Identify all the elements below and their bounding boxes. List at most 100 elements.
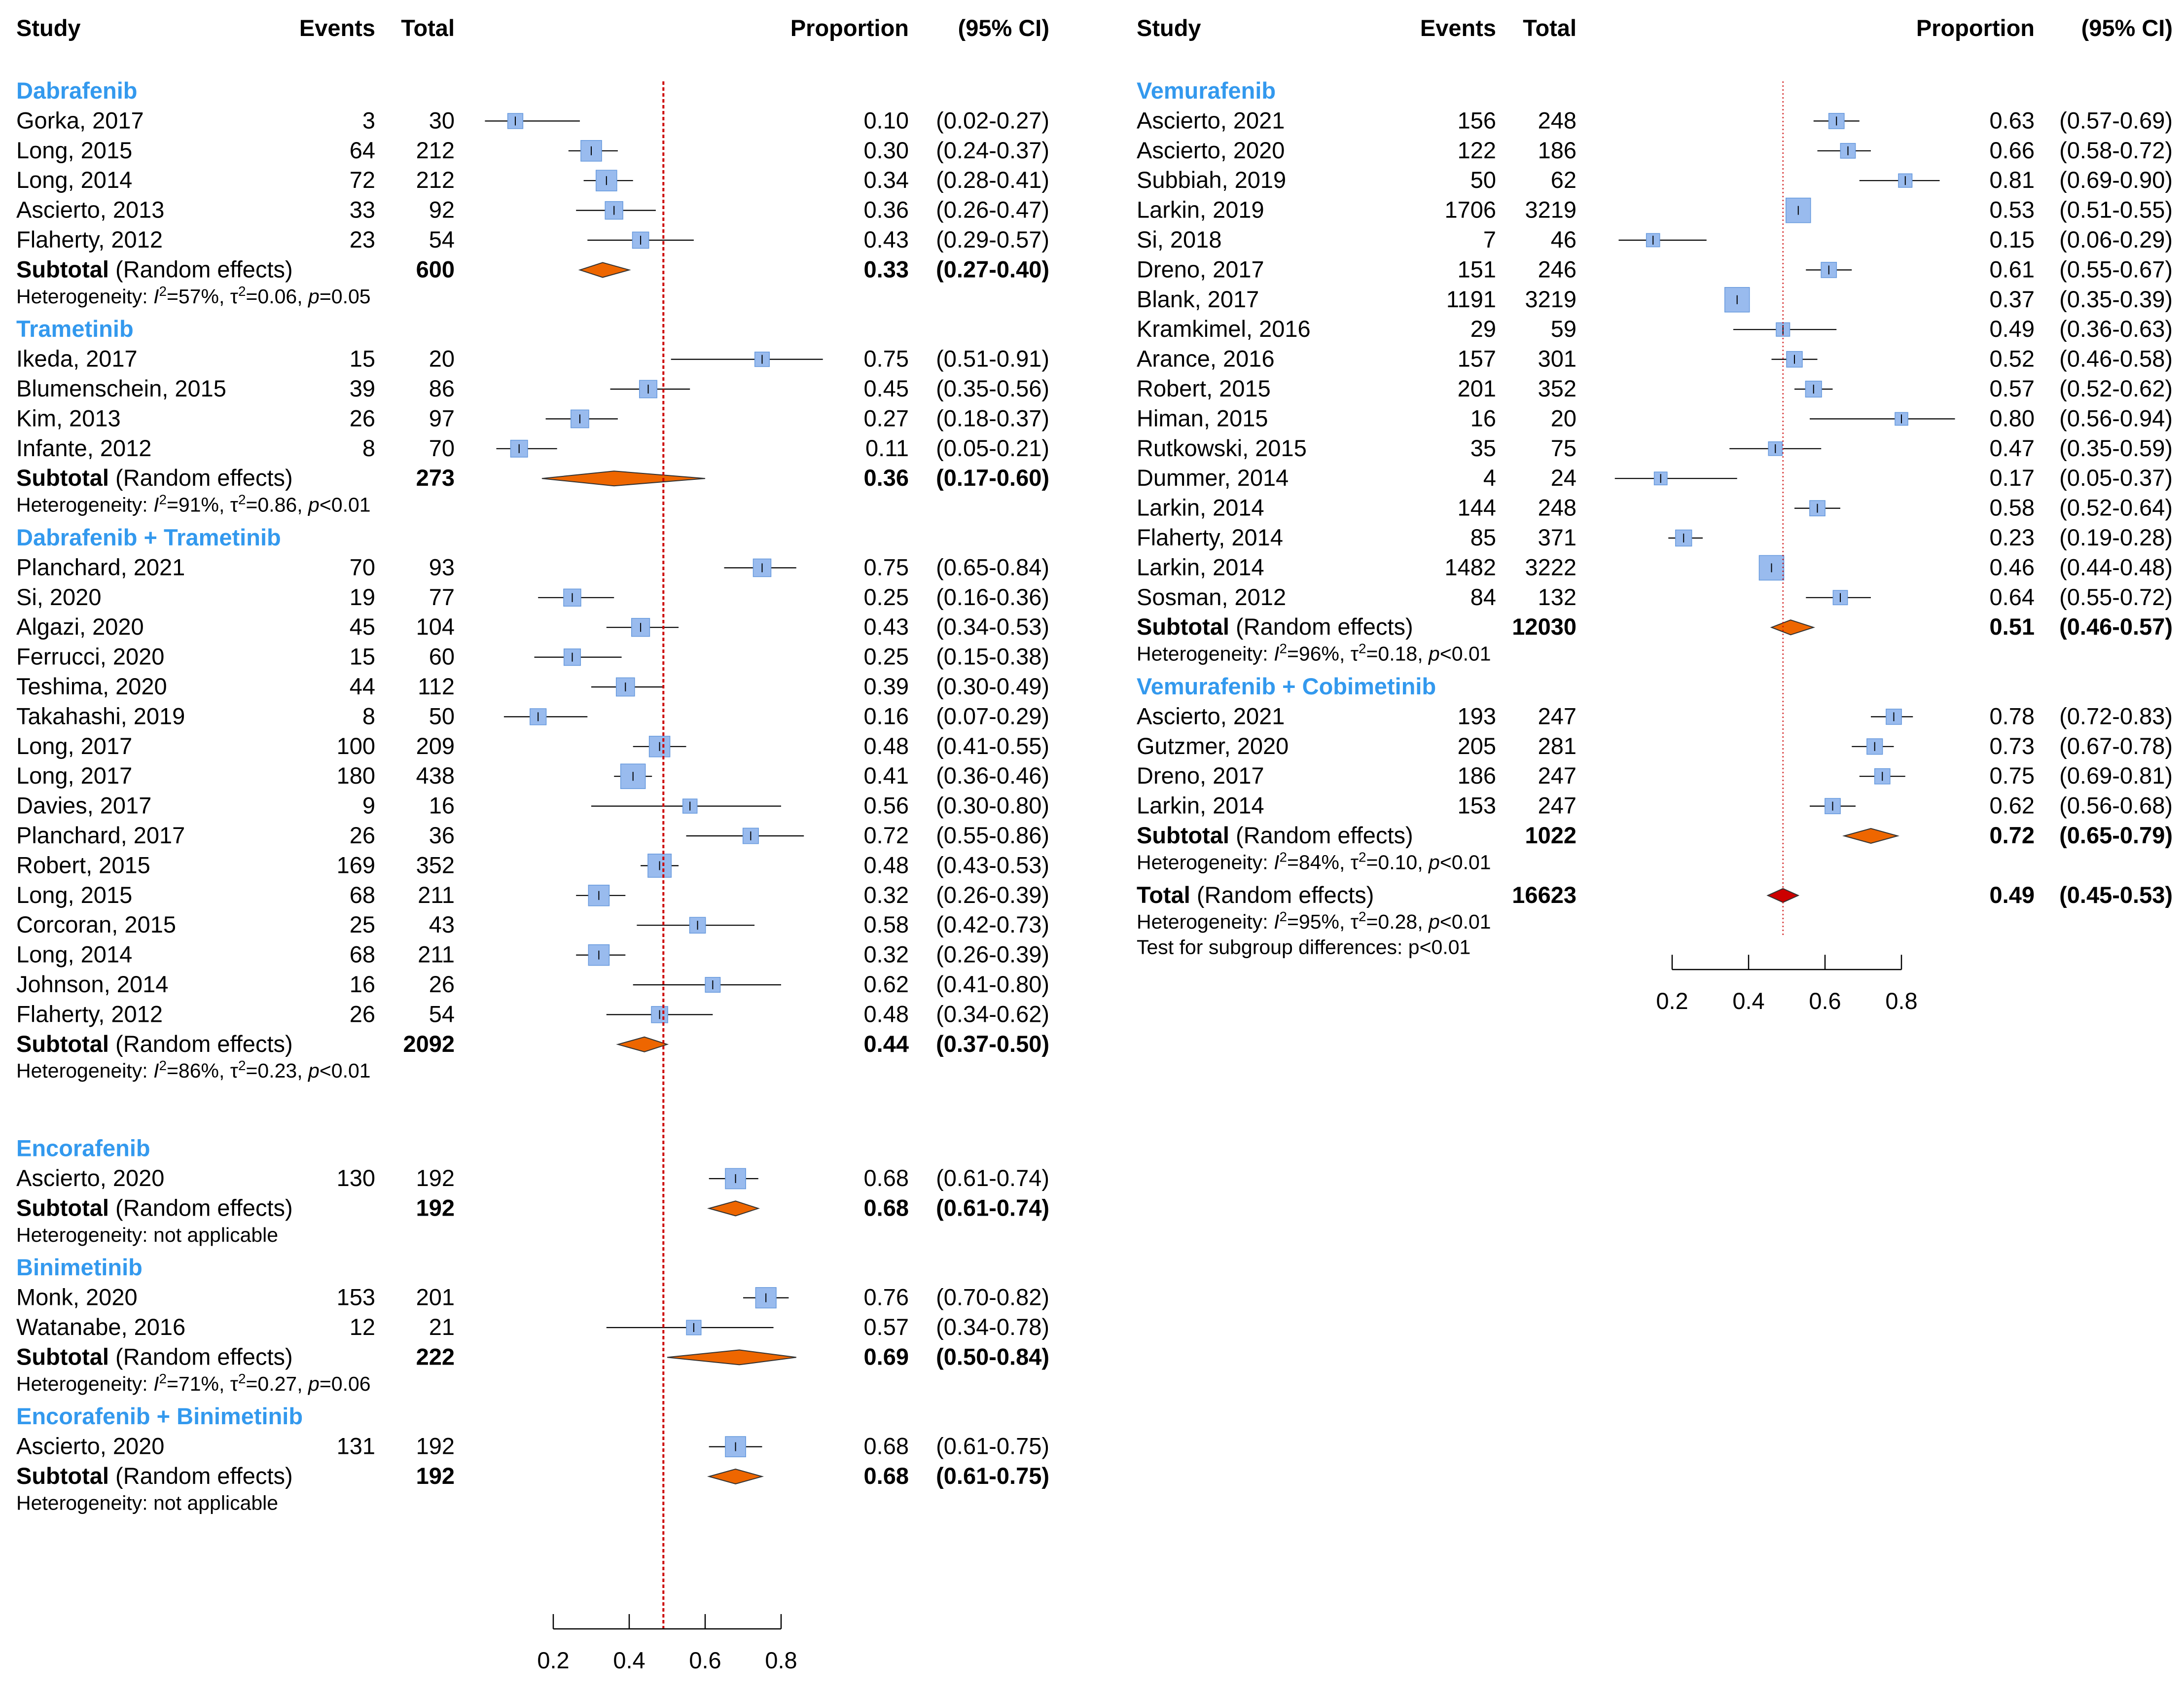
study-total: 93	[429, 554, 455, 580]
study-events: 35	[1470, 435, 1496, 461]
study-name: Ascierto, 2013	[16, 197, 164, 223]
study-total: 247	[1538, 792, 1576, 819]
study-events: 45	[350, 613, 375, 640]
study-total: 248	[1538, 495, 1576, 521]
heterogeneity-text: Heterogeneity: not applicable	[16, 1224, 278, 1246]
study-ci: (0.55-0.67)	[2059, 256, 2173, 282]
study-proportion: 0.78	[1990, 703, 2035, 729]
study-ci: (0.15-0.38)	[936, 644, 1049, 670]
study-ci: (0.65-0.84)	[936, 554, 1049, 580]
study-proportion: 0.48	[864, 733, 909, 759]
study-name: Long, 2014	[16, 941, 132, 968]
study-ci: (0.18-0.37)	[936, 405, 1049, 431]
study-name: Flaherty, 2012	[16, 1001, 163, 1027]
subtotal-proportion: 0.68	[864, 1463, 909, 1489]
study-ci: (0.07-0.29)	[936, 703, 1049, 729]
study-proportion: 0.48	[864, 1001, 909, 1027]
study-proportion: 0.62	[864, 971, 909, 997]
study-events: 23	[350, 226, 375, 252]
study-total: 209	[416, 733, 455, 759]
subtotal-diamond	[1842, 828, 1900, 844]
study-ci: (0.16-0.36)	[936, 584, 1049, 610]
study-proportion: 0.32	[864, 941, 909, 968]
x-tick-label: 0.2	[537, 1647, 569, 1673]
study-name: Monk, 2020	[16, 1284, 138, 1310]
study-events: 157	[1458, 346, 1496, 372]
study-events: 64	[350, 137, 375, 163]
study-events: 130	[337, 1165, 375, 1191]
study-ci: (0.05-0.37)	[2059, 465, 2173, 491]
subtotal-label: Subtotal (Random effects)	[16, 1194, 293, 1221]
study-ci: (0.36-0.46)	[936, 762, 1049, 789]
study-events: 7	[1483, 226, 1496, 252]
study-events: 205	[1458, 733, 1496, 759]
study-ci: (0.34-0.53)	[936, 613, 1049, 640]
study-events: 8	[362, 703, 375, 729]
study-total: 352	[416, 852, 455, 878]
subtotal-label: Subtotal (Random effects)	[16, 465, 293, 491]
study-events: 1191	[1446, 286, 1496, 312]
x-tick-label: 0.2	[1656, 988, 1688, 1014]
subtotal-label: Subtotal (Random effects)	[1137, 822, 1413, 848]
x-tick-label: 0.6	[1809, 988, 1841, 1014]
study-events: 26	[350, 822, 375, 848]
study-name: Dummer, 2014	[1137, 465, 1289, 491]
study-name: Robert, 2015	[1137, 375, 1271, 401]
study-events: 4	[1483, 465, 1496, 491]
study-events: 186	[1458, 762, 1496, 789]
subtotal-ci: (0.46-0.57)	[2059, 613, 2173, 640]
study-events: 70	[350, 554, 375, 580]
study-proportion: 0.23	[1990, 524, 2035, 550]
column-header-ci: (95% CI)	[958, 15, 1049, 41]
study-name: Dreno, 2017	[1137, 762, 1264, 789]
study-total: 62	[1551, 167, 1576, 193]
study-events: 72	[350, 167, 375, 193]
study-name: Teshima, 2020	[16, 673, 167, 699]
study-events: 44	[350, 673, 375, 699]
study-events: 68	[350, 882, 375, 908]
study-total: 50	[429, 703, 455, 729]
study-proportion: 0.25	[864, 644, 909, 670]
study-name: Long, 2015	[16, 137, 132, 163]
study-proportion: 0.68	[864, 1433, 909, 1459]
study-ci: (0.30-0.49)	[936, 673, 1049, 699]
study-proportion: 0.32	[864, 882, 909, 908]
study-total: 20	[429, 346, 455, 372]
heterogeneity-text: Heterogeneity: I2=84%, τ2=0.10, p<0.01	[1137, 849, 1491, 874]
study-total: 3222	[1525, 554, 1576, 580]
study-events: 131	[337, 1433, 375, 1459]
study-total: 16	[429, 792, 455, 819]
study-total: 26	[429, 971, 455, 997]
study-name: Corcoran, 2015	[16, 911, 176, 937]
study-events: 33	[350, 197, 375, 223]
study-proportion: 0.49	[1990, 316, 2035, 342]
study-box	[1840, 143, 1856, 159]
study-name: Blumenschein, 2015	[16, 375, 226, 401]
study-proportion: 0.34	[864, 167, 909, 193]
study-ci: (0.58-0.72)	[2059, 137, 2173, 163]
x-tick-label: 0.4	[613, 1647, 645, 1673]
study-events: 3	[362, 107, 375, 133]
heterogeneity-text: Heterogeneity: I2=71%, τ2=0.27, p=0.06	[16, 1370, 371, 1395]
subtotal-label: Subtotal (Random effects)	[16, 256, 293, 282]
study-events: 19	[350, 584, 375, 610]
study-proportion: 0.63	[1990, 107, 2035, 133]
total-label: Total (Random effects)	[1137, 882, 1374, 908]
study-ci: (0.26-0.39)	[936, 882, 1049, 908]
study-proportion: 0.11	[865, 435, 909, 461]
study-total: 201	[416, 1284, 455, 1310]
study-proportion: 0.58	[864, 911, 909, 937]
study-proportion: 0.16	[864, 703, 909, 729]
study-proportion: 0.75	[864, 554, 909, 580]
study-name: Robert, 2015	[16, 852, 150, 878]
study-proportion: 0.48	[864, 852, 909, 878]
study-proportion: 0.64	[1990, 584, 2035, 610]
study-total: 212	[416, 167, 455, 193]
study-proportion: 0.58	[1990, 495, 2035, 521]
study-proportion: 0.46	[1990, 554, 2035, 580]
study-ci: (0.34-0.62)	[936, 1001, 1049, 1027]
study-ci: (0.28-0.41)	[936, 167, 1049, 193]
study-name: Dreno, 2017	[1137, 256, 1264, 282]
study-name: Arance, 2016	[1137, 346, 1275, 372]
study-proportion: 0.53	[1990, 197, 2035, 223]
